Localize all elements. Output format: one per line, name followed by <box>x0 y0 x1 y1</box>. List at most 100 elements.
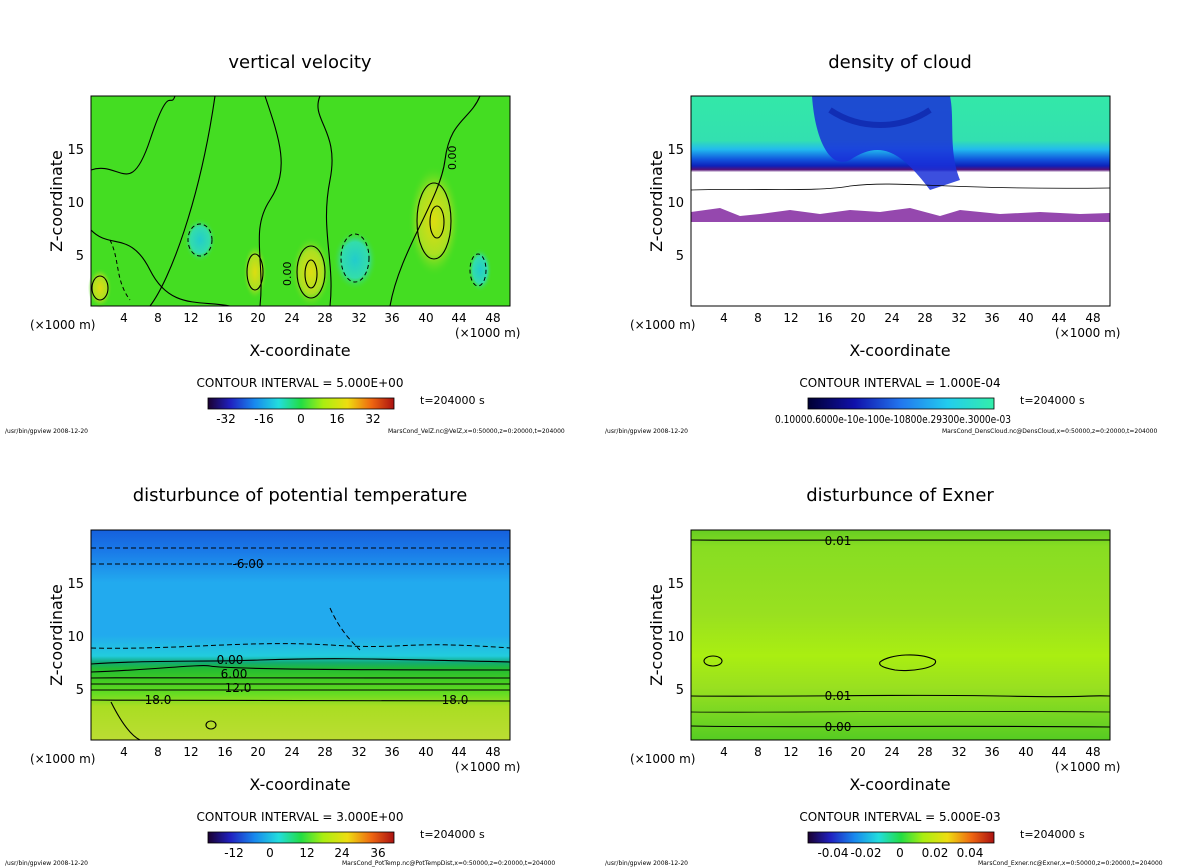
colorbar <box>807 397 995 410</box>
plot-frame <box>690 529 1111 741</box>
x-tick-label: 8 <box>154 745 162 759</box>
colorbar-labels: -12 0 12 24 36 <box>224 846 385 860</box>
x-tick-label: 8 <box>754 311 762 325</box>
colorbar-label: 0 <box>896 846 904 860</box>
x-tick-label: 40 <box>1018 311 1033 325</box>
downdraft-core <box>333 230 377 290</box>
x-axis-label: X-coordinate <box>849 775 950 794</box>
x-tick-label: 48 <box>485 311 500 325</box>
x-tick-label: 44 <box>1051 311 1066 325</box>
footer-left: /usr/bin/gpview 2008-12-20 <box>5 860 88 867</box>
x-tick-label: 12 <box>183 311 198 325</box>
colorbar-label: 32 <box>365 412 380 426</box>
y-axis-label: Z-coordinate <box>47 584 66 686</box>
x-axis-label: X-coordinate <box>249 775 350 794</box>
contour-label: 0.01 <box>825 689 852 703</box>
y-tick-label: 10 <box>67 196 84 211</box>
plot-area <box>690 95 1111 307</box>
panel-title: density of cloud <box>828 52 972 73</box>
x-tick-label: 4 <box>720 311 728 325</box>
panel-exner: disturbunce of Exner 0.01 0.01 0.00 5 10… <box>605 485 1163 867</box>
colorbar-label: 0.04 <box>957 846 984 860</box>
colorbar-label: 16 <box>329 412 344 426</box>
x-tick-label: 36 <box>984 311 999 325</box>
x-tick-label: 48 <box>485 745 500 759</box>
x-unit-left: (×1000 m) <box>630 318 695 332</box>
panel-potential-temperature: disturbunce of potential temperature -6.… <box>5 485 555 867</box>
x-axis: (×1000 m) 4 8 12 16 20 24 28 32 36 40 44… <box>630 311 1120 360</box>
y-tick-label: 15 <box>667 143 684 158</box>
x-tick-label: 16 <box>217 311 232 325</box>
plume-filament <box>828 107 932 128</box>
x-tick-label: 36 <box>384 311 399 325</box>
panel-vertical-velocity: vertical velocity <box>5 52 565 435</box>
x-axis-label: X-coordinate <box>249 341 350 360</box>
plot-frame <box>90 529 511 741</box>
colorbar <box>207 397 395 410</box>
x-tick-label: 12 <box>783 311 798 325</box>
x-tick-label: 32 <box>951 311 966 325</box>
time-label: t=204000 s <box>1020 828 1085 841</box>
x-tick-label: 24 <box>284 745 299 759</box>
plot-frame <box>90 95 511 307</box>
contour-lines <box>690 539 1111 728</box>
time-label: t=204000 s <box>1020 394 1085 407</box>
x-tick-labels: 4 8 12 16 20 24 28 32 36 40 44 48 <box>720 311 1100 325</box>
x-tick-labels: 4 8 12 16 20 24 28 32 36 40 44 48 <box>120 311 500 325</box>
contour-label: 6.00 <box>221 667 248 681</box>
x-tick-label: 44 <box>451 311 466 325</box>
y-tick-label: 5 <box>676 683 684 698</box>
y-tick-label: 10 <box>667 630 684 645</box>
x-tick-label: 40 <box>418 311 433 325</box>
x-tick-label: 36 <box>984 745 999 759</box>
x-tick-label: 40 <box>1018 745 1033 759</box>
y-axis-label: Z-coordinate <box>47 150 66 252</box>
colorbar-label: -0.04 <box>817 846 848 860</box>
colorbar-label: -12 <box>224 846 244 860</box>
y-tick-label: 10 <box>67 630 84 645</box>
x-tick-label: 20 <box>250 745 265 759</box>
x-unit-left: (×1000 m) <box>30 318 95 332</box>
y-axis: 5 10 15 Z-coordinate <box>47 143 84 264</box>
contour-line <box>690 183 1111 191</box>
x-tick-label: 44 <box>1051 745 1066 759</box>
colorbar-label: 0.02 <box>922 846 949 860</box>
x-tick-label: 24 <box>884 745 899 759</box>
panel-title: vertical velocity <box>228 52 372 73</box>
x-tick-label: 12 <box>183 745 198 759</box>
contour-lines <box>90 95 481 307</box>
plot-area: 0.00 0.00 <box>88 95 511 308</box>
footer-left: /usr/bin/gpview 2008-12-20 <box>605 428 688 435</box>
y-axis: 5 10 15 Z-coordinate <box>647 577 684 698</box>
panel-density-of-cloud: density of cloud 5 10 15 Z-coordinate (×… <box>605 52 1157 435</box>
x-tick-label: 4 <box>120 311 128 325</box>
colorbar-label: 12 <box>299 846 314 860</box>
x-tick-label: 32 <box>351 311 366 325</box>
contour-label: 0.00 <box>825 720 852 734</box>
time-label: t=204000 s <box>420 828 485 841</box>
x-tick-label: 40 <box>418 745 433 759</box>
x-tick-label: 4 <box>720 745 728 759</box>
colorbar-label: 0 <box>266 846 274 860</box>
x-tick-label: 20 <box>850 745 865 759</box>
x-tick-label: 20 <box>850 311 865 325</box>
colorbar-label: 24 <box>334 846 349 860</box>
x-tick-labels: 4 8 12 16 20 24 28 32 36 40 44 48 <box>720 745 1100 759</box>
y-axis: 5 10 15 Z-coordinate <box>647 143 684 264</box>
colorbar-label: 0 <box>297 412 305 426</box>
contour-label: 0.01 <box>825 534 852 548</box>
x-tick-label: 36 <box>384 745 399 759</box>
x-tick-label: 12 <box>783 745 798 759</box>
y-axis-label: Z-coordinate <box>647 584 666 686</box>
colorbar-label: 36 <box>370 846 385 860</box>
panel-title: disturbunce of Exner <box>806 485 994 506</box>
x-unit-right: (×1000 m) <box>455 760 520 774</box>
plot-area: -6.00 0.00 6.00 12.0 18.0 18.0 <box>90 529 511 741</box>
x-tick-labels: 4 8 12 16 20 24 28 32 36 40 44 48 <box>120 745 500 759</box>
colorbar <box>807 831 995 844</box>
y-tick-label: 5 <box>676 249 684 264</box>
contour-lines <box>90 658 511 741</box>
contour-label: -6.00 <box>232 557 263 571</box>
contour-label: 0.00 <box>446 146 459 171</box>
